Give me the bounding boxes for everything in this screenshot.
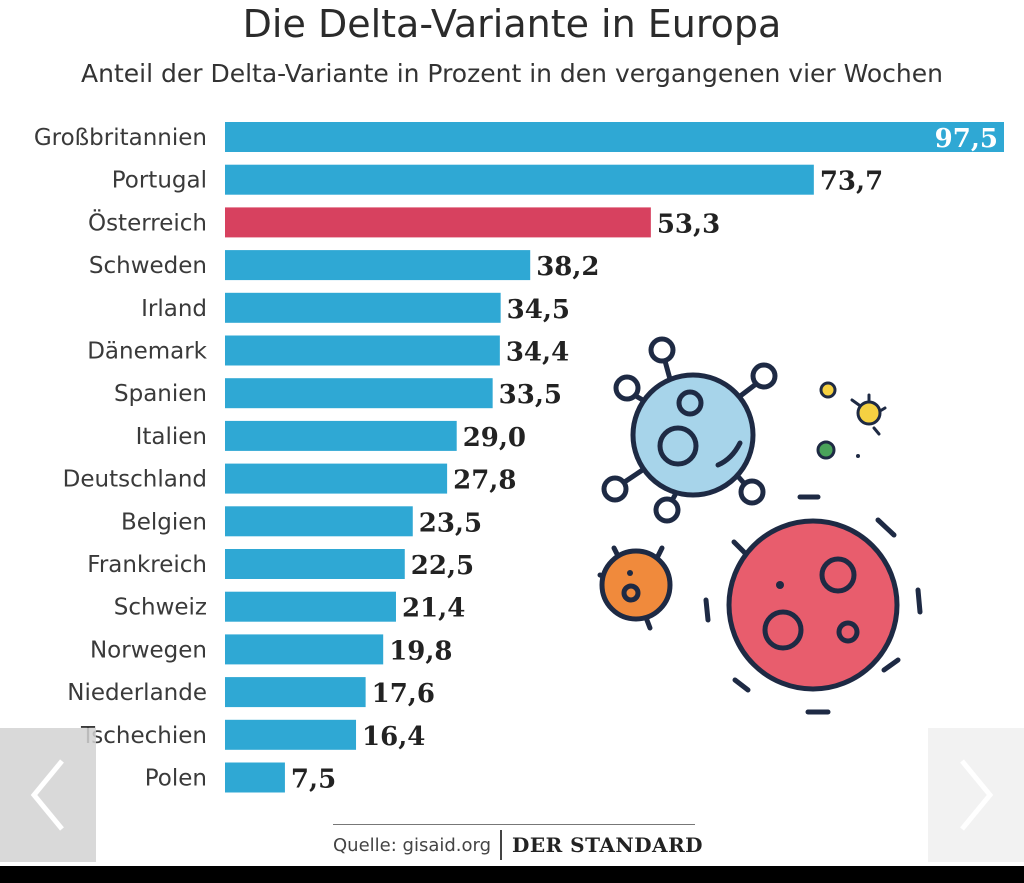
bar-1 (225, 164, 814, 195)
footer-separator (500, 830, 502, 860)
virus-illustration (597, 336, 923, 715)
bar-2 (225, 207, 651, 238)
next-image-button[interactable] (928, 728, 1024, 862)
value-label: 97,5 (935, 124, 998, 154)
category-label: Schweiz (114, 595, 207, 621)
bar-5 (225, 335, 500, 366)
category-label: Deutschland (63, 467, 207, 493)
value-label: 17,6 (372, 679, 435, 709)
bar-14 (225, 719, 357, 750)
category-label: Tschechien (80, 723, 207, 749)
category-label: Italien (136, 424, 207, 450)
value-label: 34,4 (506, 338, 569, 368)
bar-7 (225, 420, 457, 451)
bar-8 (225, 463, 448, 494)
value-label: 73,7 (820, 167, 883, 197)
source-credit: Quelle: gisaid.org (333, 835, 492, 856)
bar-6 (225, 378, 493, 409)
value-label: 23,5 (419, 508, 482, 538)
bar-0 (225, 122, 1004, 152)
bar-9 (225, 506, 413, 537)
blue-virus-icon (601, 336, 778, 524)
category-label: Spanien (114, 381, 207, 407)
bar-4 (225, 292, 501, 323)
footer-divider (333, 824, 695, 825)
chevron-right-icon (960, 759, 994, 831)
value-label: 34,5 (507, 295, 570, 325)
bar-3 (225, 250, 531, 281)
category-label: Portugal (112, 168, 207, 194)
chevron-left-icon (30, 759, 64, 831)
category-label: Norwegen (90, 637, 207, 663)
category-label: Großbritannien (34, 125, 207, 151)
value-label: 19,8 (389, 636, 452, 666)
value-label: 38,2 (536, 252, 599, 282)
value-label: 16,4 (362, 722, 425, 752)
brand-logo: DER STANDARD (512, 833, 704, 857)
bar-10 (225, 549, 405, 579)
orange-virus-icon (597, 545, 673, 631)
category-label: Polen (145, 766, 207, 792)
footer: Quelle: gisaid.org DER STANDARD (0, 820, 1024, 862)
category-label: Österreich (88, 208, 207, 236)
value-label: 22,5 (411, 551, 474, 581)
bar-13 (225, 677, 366, 708)
value-label: 53,3 (657, 209, 720, 239)
chart-subtitle: Anteil der Delta-Variante in Prozent in … (81, 59, 943, 88)
previous-image-button[interactable] (0, 728, 96, 862)
value-label: 7,5 (291, 765, 336, 795)
bar-15 (225, 762, 285, 793)
category-label: Frankreich (87, 552, 207, 578)
bar-12 (225, 634, 384, 665)
category-label: Niederlande (67, 680, 207, 706)
value-label: 29,0 (463, 423, 526, 453)
red-virus-icon (703, 494, 923, 715)
bars-layer: Großbritannien 97,5 Portugal 73,7 Österreich… (34, 122, 1004, 795)
category-label: Schweden (89, 253, 207, 279)
value-label: 33,5 (499, 380, 562, 410)
value-label: 21,4 (402, 594, 465, 624)
value-label: 27,8 (453, 466, 516, 496)
chart-title: Die Delta-Variante in Europa (242, 2, 782, 46)
category-label: Irland (141, 296, 207, 322)
particles-icon (816, 381, 887, 460)
category-label: Belgien (121, 509, 207, 535)
category-label: Dänemark (87, 339, 207, 365)
bar-11 (225, 591, 396, 622)
bottom-bar (0, 866, 1024, 883)
